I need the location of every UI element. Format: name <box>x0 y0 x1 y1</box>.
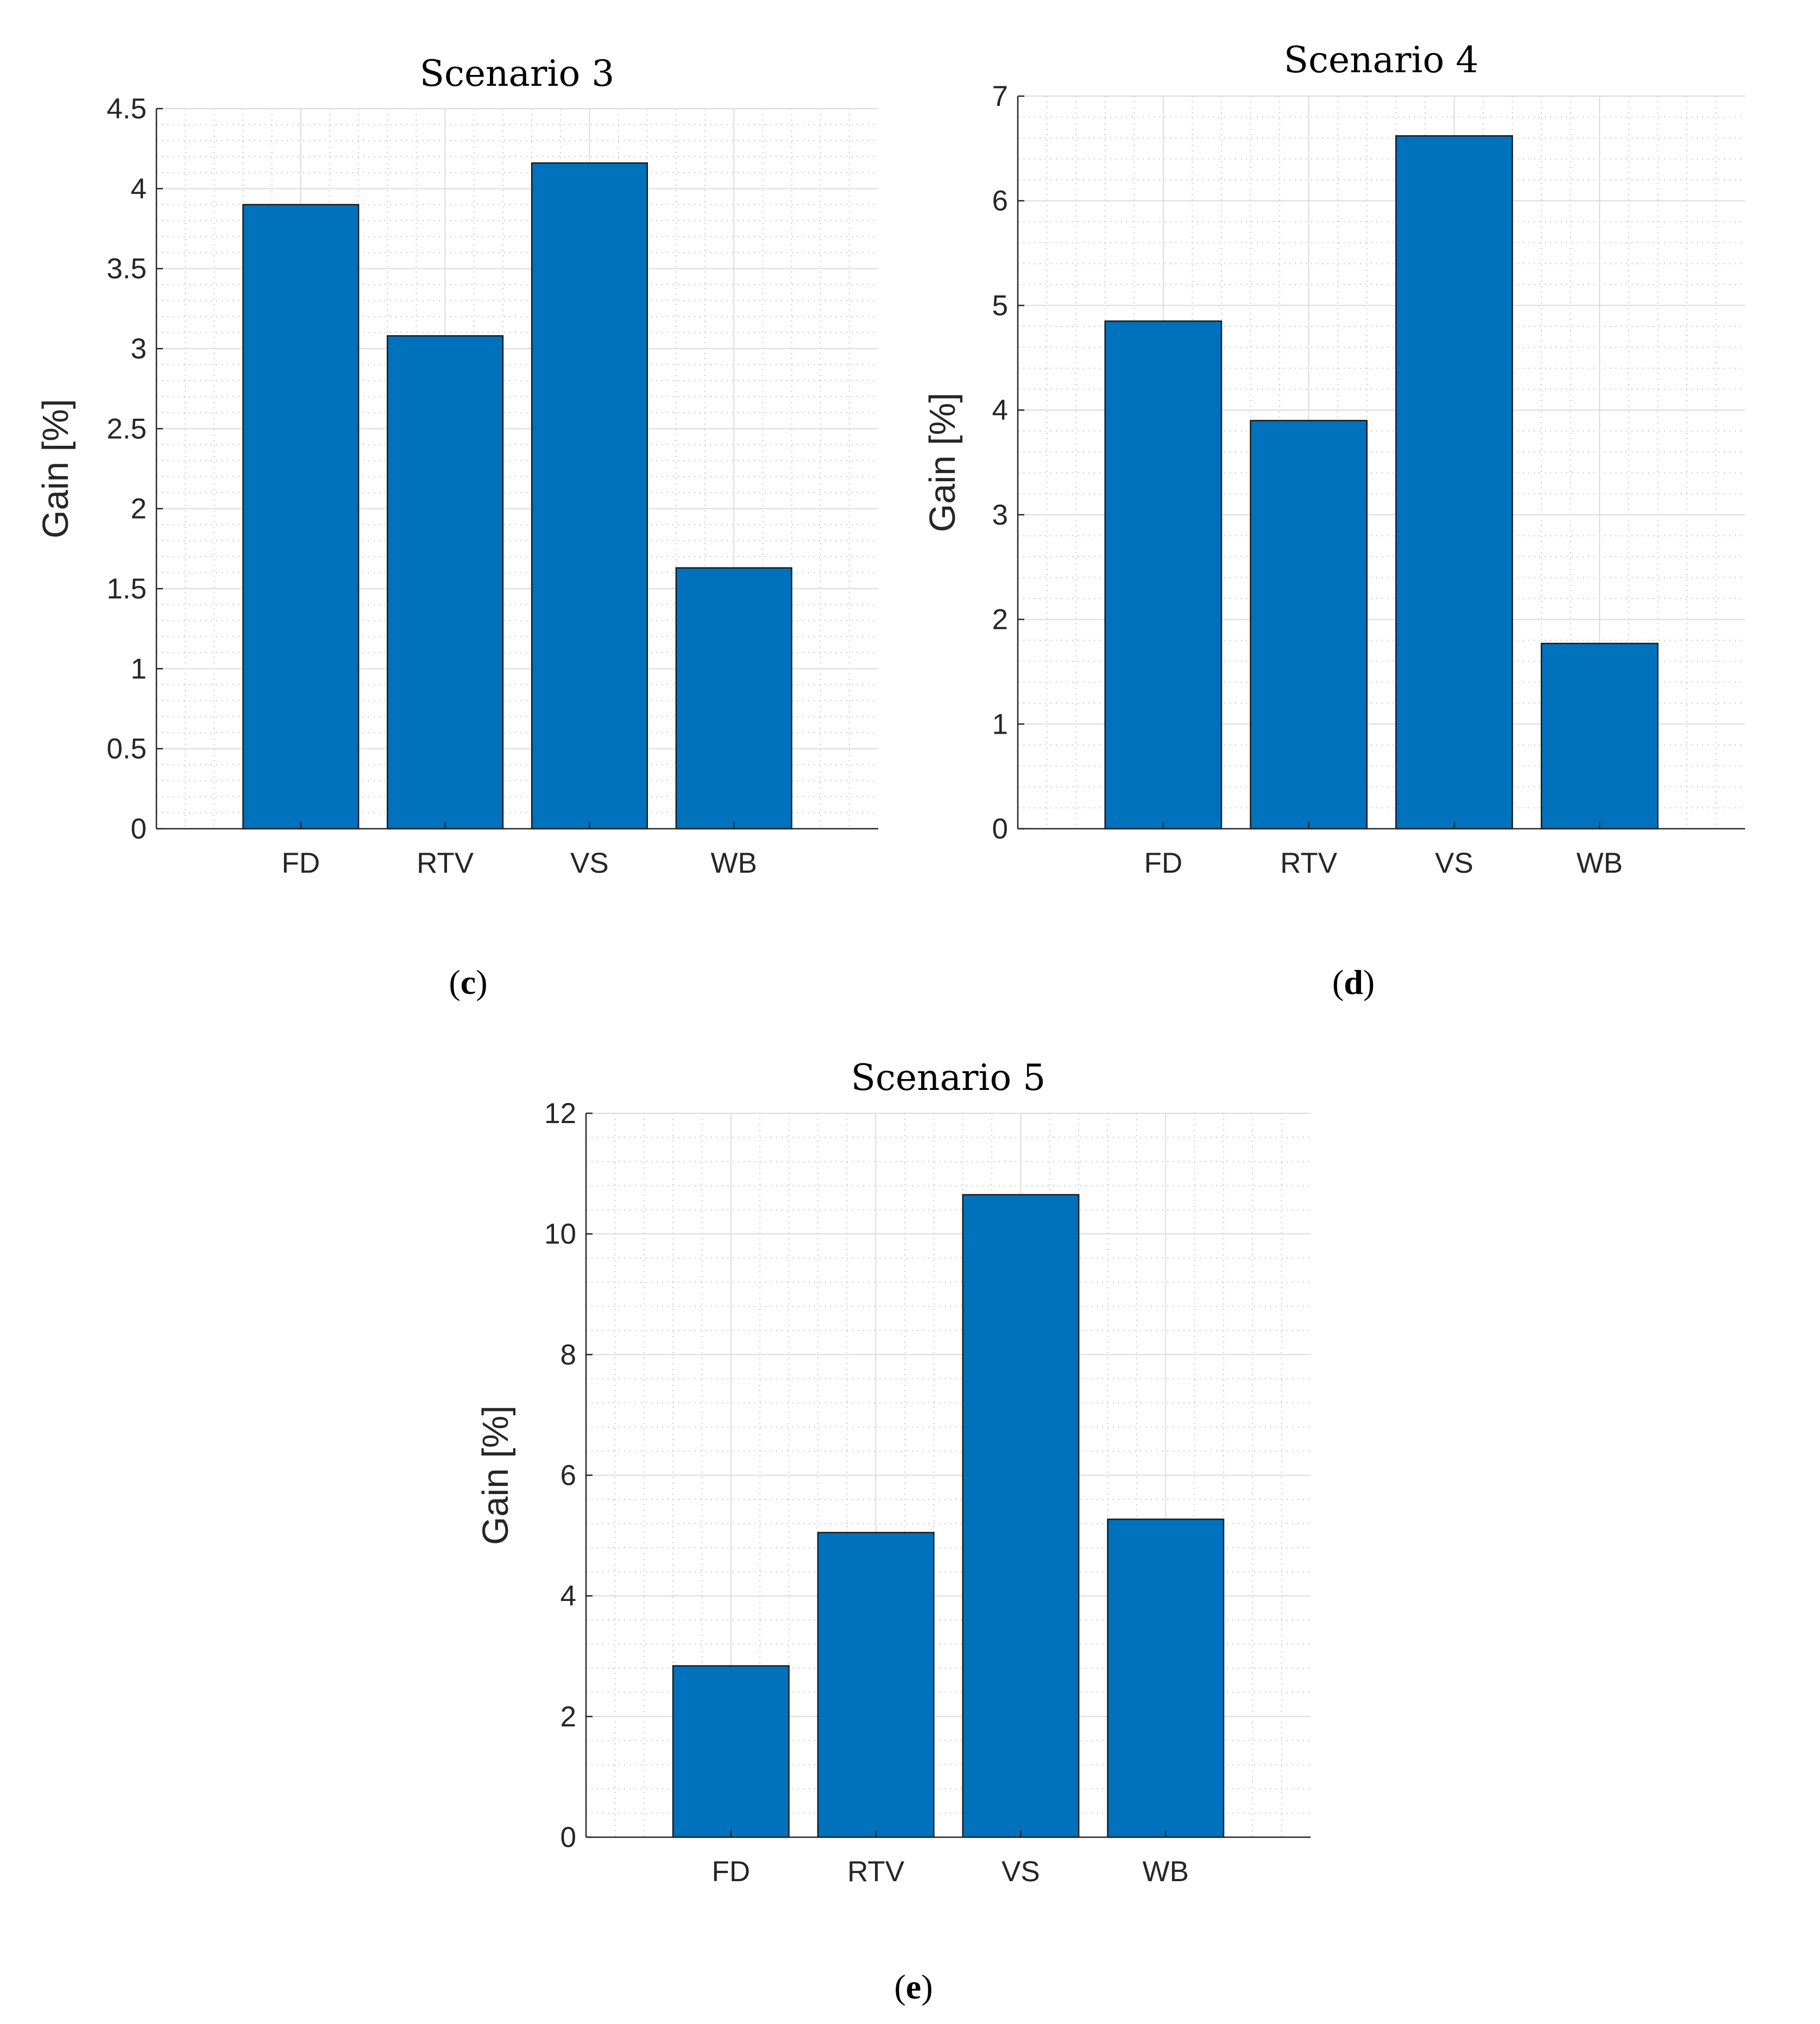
x-tick-label: WB <box>1143 1856 1189 1888</box>
x-tick-label: RTV <box>1280 847 1338 879</box>
chart-d: 0 1 2 3 4 5 6 7 FD RTV VS WB Scenario 4 Gain [%] (d) <box>922 39 1745 1001</box>
y-tick-label: 3 <box>992 499 1008 531</box>
bars <box>1104 135 1659 830</box>
y-axis-label: Gain [%] <box>475 1405 516 1545</box>
bars <box>672 1194 1225 1838</box>
caption-paren-open: ( <box>894 1968 905 2006</box>
y-tick-label: 4.5 <box>106 93 147 125</box>
y-tick-label: 3.5 <box>106 253 147 285</box>
y-tick-label: 1.5 <box>106 573 147 605</box>
bar-fd <box>242 204 360 830</box>
y-tick-label: 2 <box>992 604 1008 636</box>
caption-paren-close: ) <box>476 963 487 1001</box>
x-tick-label: FD <box>711 1856 750 1888</box>
panel-caption: (c) <box>449 963 487 1001</box>
y-tick-label: 2 <box>131 493 147 525</box>
y-tick-label: 6 <box>561 1460 576 1492</box>
bar-fd <box>672 1665 790 1838</box>
caption-letter: c <box>461 963 476 1001</box>
y-tick-label: 7 <box>992 80 1008 112</box>
y-tick-label: 12 <box>544 1098 576 1130</box>
caption-letter: e <box>906 1968 921 2006</box>
caption-letter: d <box>1344 963 1363 1001</box>
x-tick-label: WB <box>711 847 757 879</box>
x-tick-label: FD <box>1144 847 1182 879</box>
y-axis-label: Gain [%] <box>922 393 963 532</box>
y-tick-label: 1 <box>992 708 1008 740</box>
x-tick-label: RTV <box>417 847 474 879</box>
y-tick-label: 3 <box>131 333 147 365</box>
chart-title: Scenario 4 <box>1284 39 1478 81</box>
y-tick-label: 0 <box>992 813 1008 845</box>
panel-caption: (e) <box>894 1968 933 2006</box>
chart-c: 0 0.5 1 1.5 2 2.5 3 3.5 4 4.5 FD RTV VS WB Scenario 3 G… <box>35 53 878 1001</box>
chart-e: 0 2 4 6 8 10 12 FD RTV VS WB Scenario 5 Gain [%] (e) <box>475 1057 1311 2006</box>
y-tick-label: 4 <box>561 1580 576 1612</box>
caption-paren-close: ) <box>921 1968 933 2006</box>
bar-wb <box>1540 642 1659 830</box>
x-tick-label: FD <box>281 847 320 879</box>
y-tick-label: 0.5 <box>106 733 147 765</box>
bars <box>242 162 792 830</box>
x-tick-label: RTV <box>847 1856 905 1888</box>
chart-title: Scenario 5 <box>851 1057 1046 1099</box>
bar-fd <box>1104 320 1223 830</box>
bar-vs <box>531 162 648 830</box>
caption-paren-open: ( <box>449 963 460 1001</box>
chart-title: Scenario 3 <box>420 53 614 94</box>
panel-caption: (d) <box>1332 963 1375 1001</box>
y-tick-label: 6 <box>992 185 1008 217</box>
y-tick-label: 10 <box>544 1218 576 1250</box>
y-tick-label: 8 <box>561 1339 576 1371</box>
x-tick-label: VS <box>1435 847 1473 879</box>
bar-rtv <box>1250 420 1368 830</box>
y-tick-label: 0 <box>561 1821 576 1853</box>
y-axis-label: Gain [%] <box>35 399 76 539</box>
y-tick-label: 4 <box>992 394 1008 426</box>
y-tick-label: 4 <box>131 173 147 205</box>
y-tick-label: 5 <box>992 289 1008 321</box>
bar-wb <box>1107 1518 1225 1838</box>
x-tick-label: VS <box>570 847 609 879</box>
y-tick-label: 2.5 <box>106 413 147 445</box>
bar-vs <box>1395 135 1513 830</box>
y-tick-label: 0 <box>131 813 147 845</box>
x-tick-label: WB <box>1577 847 1623 879</box>
bar-wb <box>675 567 792 830</box>
caption-paren-close: ) <box>1363 963 1375 1001</box>
bar-rtv <box>387 335 504 830</box>
caption-paren-open: ( <box>1332 963 1344 1001</box>
bar-vs <box>962 1194 1080 1838</box>
y-tick-label: 1 <box>131 653 147 685</box>
y-tick-label: 2 <box>561 1701 576 1733</box>
x-tick-label: VS <box>1002 1856 1040 1888</box>
bar-rtv <box>817 1531 935 1838</box>
